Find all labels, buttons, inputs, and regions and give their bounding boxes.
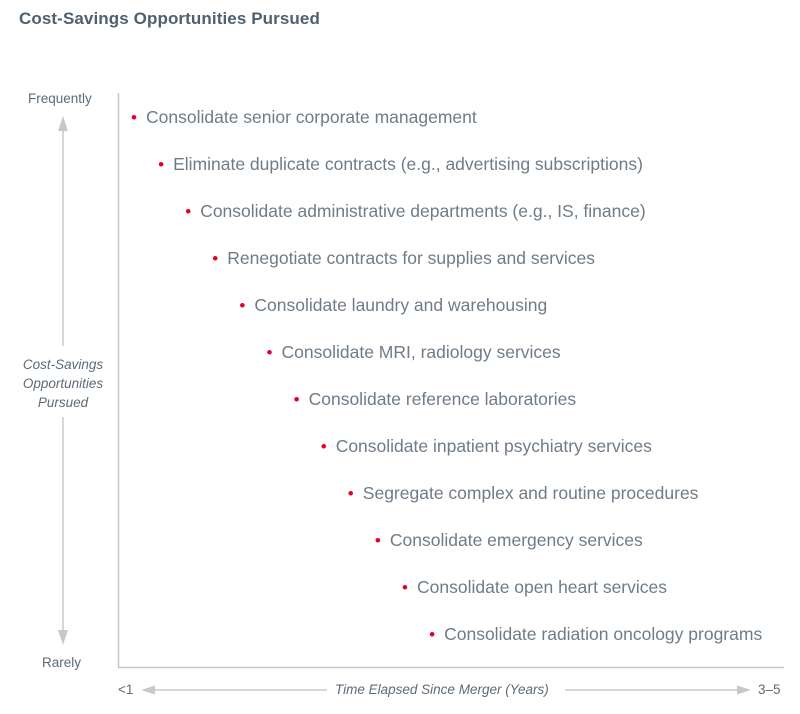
y-axis-title-line: Pursued [37,395,89,410]
opportunity-item: • Consolidate administrative departments … [185,201,646,222]
opportunity-label: Consolidate radiation oncology programs [444,624,763,644]
time-arrow-left-icon [141,685,327,695]
opportunity-item: • Consolidate laundry and warehousing [239,295,547,316]
opportunity-item: • Renegotiate contracts for supplies and … [212,248,595,269]
x-axis-right-label: 3–5 [758,682,781,697]
bullet-icon: • [293,390,300,409]
bullet-icon: • [347,484,354,503]
opportunity-item: • Consolidate senior corporate management [131,107,477,128]
y-axis-title: Cost-Savings Opportunities Pursued [12,355,114,412]
y-axis-top-label: Frequently [28,91,92,106]
opportunity-label: Consolidate MRI, radiology services [281,342,561,362]
time-arrow-right-icon [565,685,751,695]
bullet-icon: • [429,625,436,644]
diagram-title: Cost-Savings Opportunities Pursued [19,9,320,28]
opportunity-label: Consolidate reference laboratories [308,389,577,409]
bullet-icon: • [185,202,192,221]
bullet-icon: • [239,296,246,315]
opportunity-label: Consolidate laundry and warehousing [254,295,548,315]
opportunity-item: • Consolidate MRI, radiology services [267,342,561,363]
bullet-icon: • [158,155,165,174]
opportunity-item: • Consolidate inpatient psychiatry servic… [321,436,652,457]
y-axis-title-line: Opportunities [22,376,104,391]
bullet-icon: • [320,437,327,456]
opportunity-label: Consolidate open heart services [417,577,668,597]
frequency-arrow-down-icon [58,417,68,645]
x-axis-left-label: <1 [118,682,134,697]
opportunity-item: • Segregate complex and routine procedure… [348,483,699,504]
opportunity-label: Consolidate administrative departments (… [200,201,646,221]
bullet-icon: • [402,578,408,597]
x-axis-title: Time Elapsed Since Merger (Years) [335,682,549,697]
bullet-icon: • [266,343,273,362]
bullet-icon: • [212,249,219,268]
bullet-icon: • [131,108,137,127]
bullet-icon: • [374,531,381,550]
opportunity-label: Renegotiate contracts for supplies and s… [227,248,595,268]
frequency-arrow-up-icon [58,116,68,346]
y-axis-title-line: Cost-Savings [22,357,104,372]
opportunity-label: Consolidate emergency services [389,530,643,550]
opportunity-label: Segregate complex and routine procedures [362,483,699,503]
opportunity-item: • Consolidate emergency services [375,530,643,551]
opportunity-item: • Consolidate open heart services [402,577,667,598]
opportunity-label: Consolidate inpatient psychiatry service… [335,436,652,456]
y-axis-bottom-label: Rarely [42,655,82,670]
opportunity-label: Consolidate senior corporate management [146,107,477,127]
opportunity-label: Eliminate duplicate contracts (e.g., adv… [173,154,643,174]
opportunity-item: • Consolidate radiation oncology programs [429,624,762,645]
opportunity-item: • Eliminate duplicate contracts (e.g., ad… [158,154,643,175]
opportunity-item: • Consolidate reference laboratories [294,389,577,410]
